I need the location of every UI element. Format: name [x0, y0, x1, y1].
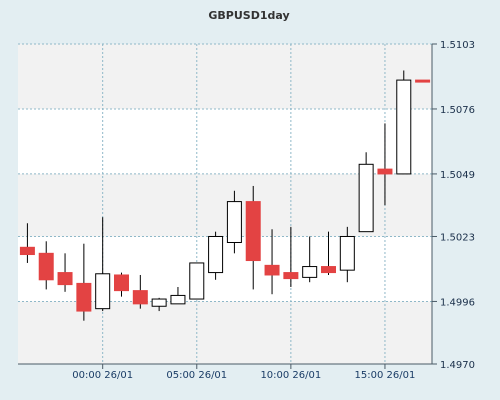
candle-down	[38, 252, 54, 281]
candle-down	[283, 272, 299, 280]
candle-up	[358, 163, 374, 233]
plot-band	[18, 301, 432, 364]
candle-down	[377, 168, 393, 175]
candle-down	[76, 282, 92, 312]
x-tick-label: 15:00 26/01	[355, 370, 416, 381]
x-tick-label: 10:00 26/01	[260, 370, 321, 381]
candle-down	[19, 246, 35, 256]
candle-down	[415, 79, 431, 83]
x-tick-label: 00:00 26/01	[72, 370, 133, 381]
y-tick-label: 1.5023	[440, 232, 475, 243]
y-tick-label: 1.5103	[440, 40, 475, 51]
y-tick-label: 1.5049	[440, 170, 475, 181]
x-tick-labels: 00:00 26/01 05:00 26/01 10:00 26/01 15:00 2…	[72, 364, 415, 381]
plot-band	[18, 44, 432, 109]
axes	[18, 44, 433, 365]
candle-up	[208, 235, 224, 274]
candle-up	[170, 294, 186, 305]
candle-up	[95, 273, 111, 310]
candle-up	[151, 298, 167, 307]
y-tick-label: 1.4970	[440, 360, 475, 371]
candle-down	[245, 201, 261, 262]
candles	[19, 70, 431, 321]
candle-up	[396, 79, 412, 175]
candle-up	[302, 266, 318, 278]
candle-up	[339, 235, 355, 271]
candle-down	[321, 266, 336, 274]
candle-up	[226, 201, 242, 243]
candle-down	[264, 264, 280, 276]
candle-down	[57, 272, 73, 286]
y-tick-label: 1.4996	[440, 297, 475, 308]
candle-up	[189, 262, 205, 300]
candle-down	[132, 290, 148, 305]
chart-title: GBPUSD1day	[208, 9, 289, 22]
y-tick-labels: 1.5103 1.5076 1.5049 1.5023 1.4996 1.4970	[432, 40, 475, 371]
y-tick-label: 1.5076	[440, 105, 475, 116]
candle-down	[114, 274, 129, 292]
x-tick-label: 05:00 26/01	[166, 370, 227, 381]
